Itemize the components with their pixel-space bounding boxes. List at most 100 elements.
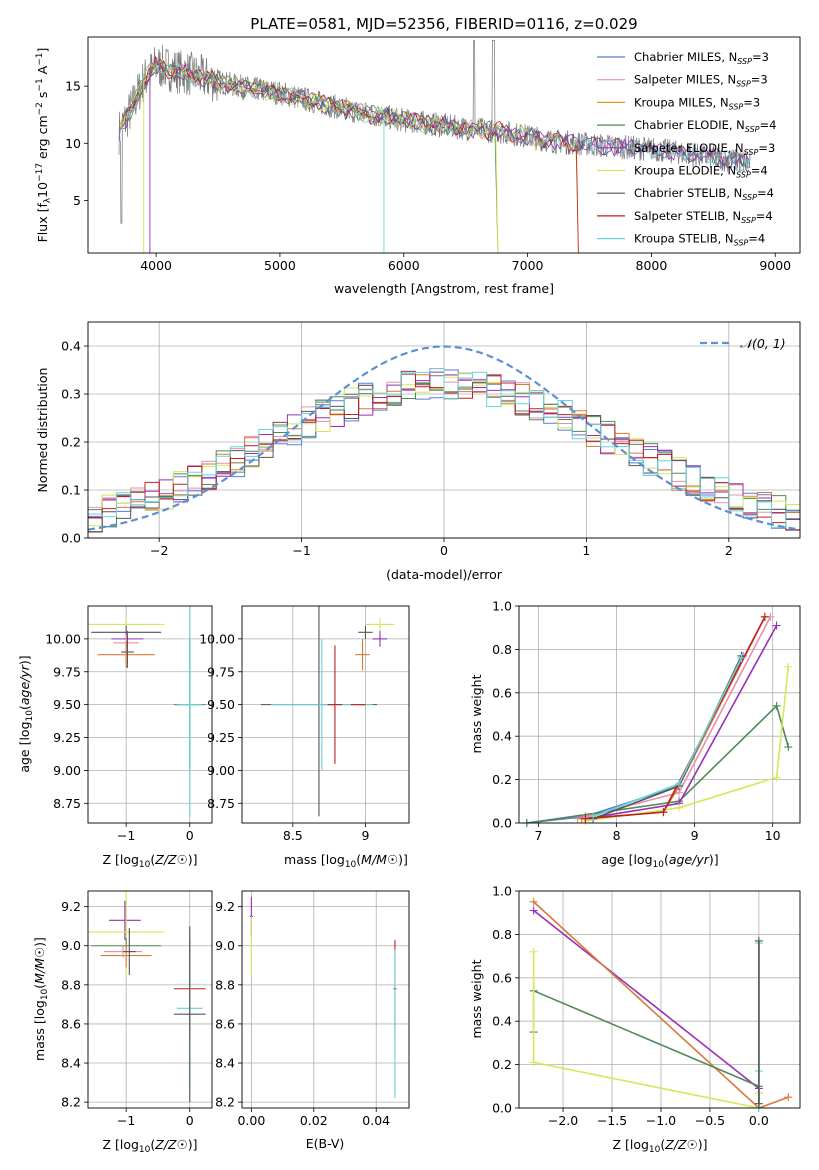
model-spectrum-line bbox=[119, 62, 579, 253]
y-tick-label: 9.50 bbox=[53, 697, 81, 712]
legend-entry: Chabrier STELIB, NSSP=4 bbox=[634, 186, 774, 202]
weight-marker bbox=[784, 662, 793, 671]
y-tick-label: 0.4 bbox=[492, 729, 512, 744]
x-tick-label: 0 bbox=[186, 1113, 194, 1128]
y-tick-label: 9.25 bbox=[53, 730, 81, 745]
x-tick-label: 9 bbox=[691, 828, 699, 843]
y-tick-label: 9.25 bbox=[207, 730, 235, 745]
normal-distribution-curve bbox=[88, 345, 800, 531]
x-tick-label: −1.0 bbox=[646, 1113, 676, 1128]
x-axis-label: mass [log10(M/M☉)] bbox=[284, 852, 408, 870]
weight-marker bbox=[675, 779, 684, 788]
y-tick-label: 0.0 bbox=[492, 1101, 512, 1116]
x-tick-label: 9000 bbox=[759, 258, 791, 273]
legend-entry: Chabrier ELODIE, NSSP=4 bbox=[634, 118, 776, 134]
weight-marker bbox=[659, 808, 668, 817]
x-tick-label: 8.5 bbox=[283, 828, 303, 843]
y-tick-label: 0.3 bbox=[61, 387, 81, 402]
weight-marker bbox=[581, 814, 590, 823]
x-tick-label: 0.04 bbox=[362, 1113, 390, 1128]
y-axis-label: mass [log10(M/M☉)] bbox=[32, 937, 50, 1061]
x-tick-label: −2 bbox=[150, 543, 168, 558]
x-tick-label: 8000 bbox=[636, 258, 668, 273]
y-tick-label: 1.0 bbox=[492, 884, 512, 899]
y-tick-label: 0.2 bbox=[492, 772, 512, 787]
x-tick-label: 0.02 bbox=[300, 1113, 328, 1128]
x-tick-label: 10 bbox=[765, 828, 781, 843]
x-tick-label: 0 bbox=[186, 828, 194, 843]
axes-frame bbox=[241, 605, 410, 824]
y-tick-label: 0.6 bbox=[492, 685, 512, 700]
weight-marker bbox=[784, 743, 793, 752]
y-tick-label: 1.0 bbox=[492, 599, 512, 614]
x-axis-label: Z [log10(Z/Z☉)] bbox=[102, 852, 197, 870]
weight-line bbox=[592, 655, 743, 820]
y-tick-label: 9.50 bbox=[207, 697, 235, 712]
y-tick-label: 0.1 bbox=[61, 483, 81, 498]
y-tick-label: 8.6 bbox=[61, 1016, 81, 1031]
y-tick-label: 9.00 bbox=[207, 763, 235, 778]
y-tick-label: 0.0 bbox=[492, 816, 512, 831]
x-tick-label: 0 bbox=[440, 543, 448, 558]
x-tick-label: 0.0 bbox=[749, 1113, 769, 1128]
weight-marker bbox=[529, 947, 538, 956]
x-axis-label: wavelength [Angstrom, rest frame] bbox=[334, 281, 554, 296]
y-tick-label: 8.8 bbox=[215, 977, 235, 992]
axes-frame bbox=[87, 321, 801, 539]
legend-entry: 𝒩(0, 1) bbox=[740, 336, 786, 351]
y-tick-label: 0.8 bbox=[492, 642, 512, 657]
legend-entry: Salpeter STELIB, NSSP=4 bbox=[634, 209, 773, 225]
legend-entry: Kroupa STELIB, NSSP=4 bbox=[634, 232, 765, 248]
weight-vs-metallicity-plot: −2.0 −1.5 −1.0 −0.5 0.0 0.0 0.2 0.4 0.6 0.8 1.0 Z [… bbox=[469, 884, 801, 1155]
weight-marker bbox=[737, 654, 746, 663]
y-tick-label: 9.75 bbox=[207, 664, 235, 679]
x-axis-label: Z [log10(Z/Z☉)] bbox=[612, 1137, 707, 1155]
legend-entry: Kroupa ELODIE, NSSP=4 bbox=[634, 164, 768, 180]
weight-line bbox=[532, 951, 760, 1108]
spectrum-plot: 4000 5000 6000 7000 8000 9000 5 10 15 wavelength … bbox=[35, 36, 801, 296]
y-tick-label: 9.2 bbox=[61, 899, 81, 914]
model-spectrum-line bbox=[122, 57, 750, 172]
x-tick-label: 4000 bbox=[140, 258, 172, 273]
y-tick-label: 0.2 bbox=[61, 435, 81, 450]
x-axis-label: Z [log10(Z/Z☉)] bbox=[102, 1137, 197, 1155]
x-tick-label: 2 bbox=[725, 543, 733, 558]
y-tick-label: 10.00 bbox=[199, 631, 235, 646]
y-tick-label: 0.8 bbox=[492, 927, 512, 942]
y-tick-label: 9.2 bbox=[215, 899, 235, 914]
legend-entry: Chabrier MILES, NSSP=3 bbox=[634, 50, 769, 66]
y-tick-label: 8.8 bbox=[61, 977, 81, 992]
x-tick-label: 1 bbox=[582, 543, 590, 558]
weight-line bbox=[532, 989, 760, 1108]
weight-marker bbox=[772, 773, 781, 782]
weight-marker bbox=[754, 1099, 763, 1108]
y-tick-label: 0.0 bbox=[61, 531, 81, 546]
legend-entry: Salpeter ELODIE, NSSP=3 bbox=[634, 141, 775, 157]
y-tick-label: 8.4 bbox=[61, 1056, 81, 1071]
x-tick-label: 0.00 bbox=[237, 1113, 265, 1128]
x-tick-label: 7000 bbox=[512, 258, 544, 273]
x-axis-label: age [log10(age/yr)] bbox=[601, 852, 718, 870]
age-vs-metallicity-plot: −1 0 8.75 9.00 9.25 9.50 9.75 10.00 Z [log10(Z/Z… bbox=[17, 605, 213, 870]
y-tick-label: 8.75 bbox=[207, 796, 235, 811]
legend-entry: Salpeter MILES, NSSP=3 bbox=[634, 73, 768, 89]
y-tick-label: 0.4 bbox=[492, 1014, 512, 1029]
y-tick-label: 8.2 bbox=[61, 1095, 81, 1110]
y-axis-label: age [log10(age/yr)] bbox=[17, 655, 35, 772]
weight-marker bbox=[675, 803, 684, 812]
y-tick-label: 8.4 bbox=[215, 1056, 235, 1071]
mass-vs-metallicity-plot: −1 0 8.2 8.4 8.6 8.8 9.0 9.2 Z [log10(Z/Z☉)] mass… bbox=[32, 890, 213, 1155]
x-tick-label: 8 bbox=[613, 828, 621, 843]
x-tick-label: 6000 bbox=[388, 258, 420, 273]
x-tick-label: −2.0 bbox=[548, 1113, 578, 1128]
axes-frame bbox=[87, 890, 213, 1109]
y-axis-label: mass weight bbox=[469, 959, 484, 1038]
y-tick-label: 9.00 bbox=[53, 763, 81, 778]
weight-vs-age-plot: 7 8 9 10 0.0 0.2 0.4 0.6 0.8 1.0 age [log10(age/yr… bbox=[469, 599, 801, 870]
model-spectrum-line bbox=[123, 62, 751, 172]
weight-marker bbox=[589, 812, 598, 821]
figure-title: PLATE=0581, MJD=52356, FIBERID=0116, z=0… bbox=[250, 15, 637, 33]
weight-line bbox=[533, 909, 760, 1108]
y-tick-label: 8.2 bbox=[215, 1095, 235, 1110]
